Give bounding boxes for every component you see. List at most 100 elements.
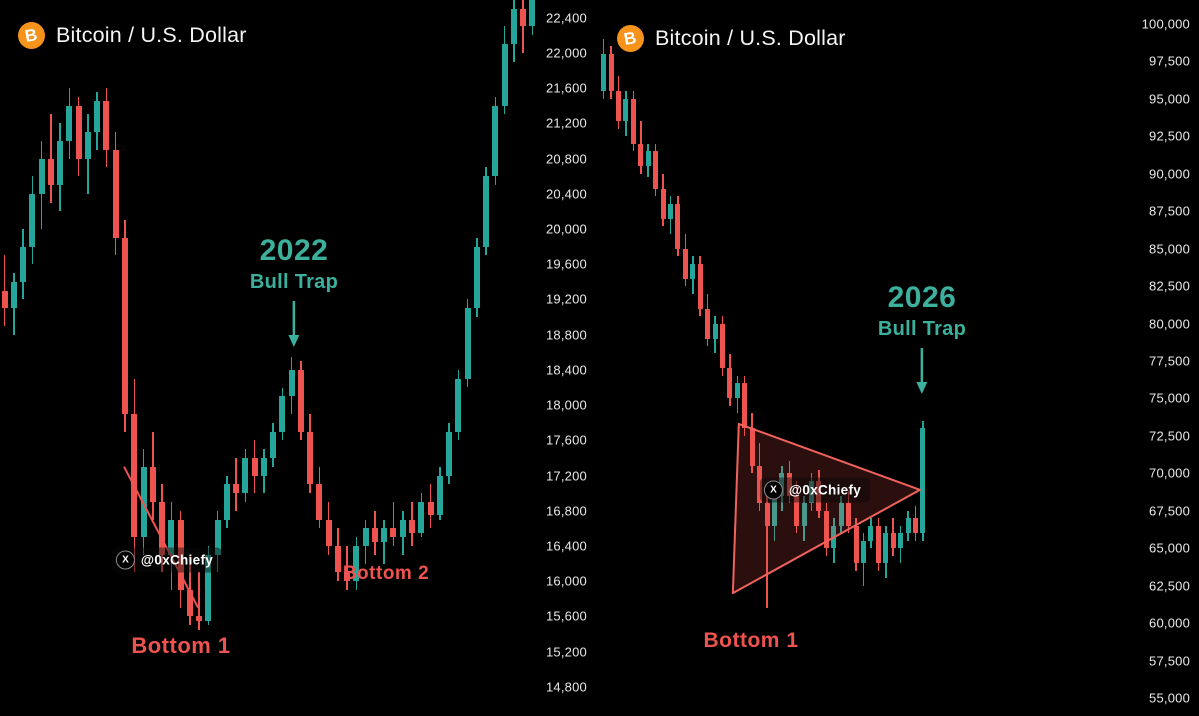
candle-body — [436, 475, 443, 516]
candle-body — [353, 546, 360, 582]
price-axis-label: 90,000 — [1149, 166, 1190, 182]
candle-body — [214, 519, 221, 555]
price-axis-label: 72,500 — [1149, 428, 1190, 444]
price-axis-label: 67,500 — [1149, 503, 1190, 519]
candle-body — [1, 290, 8, 309]
candle-body — [727, 368, 733, 399]
candle-body — [529, 0, 536, 27]
price-axis-label: 16,800 — [546, 503, 587, 519]
candle-body — [149, 466, 156, 502]
candle-body — [630, 98, 636, 144]
price-axis-label: 20,800 — [546, 151, 587, 167]
price-axis-label: 75,000 — [1149, 390, 1190, 406]
candle-body — [57, 140, 64, 185]
bitcoin-icon: B — [18, 22, 45, 49]
price-axis-label: 100,000 — [1141, 16, 1190, 32]
price-axis-label: 20,400 — [546, 186, 587, 202]
candle-body — [510, 8, 517, 45]
price-axis-label: 60,000 — [1149, 615, 1190, 631]
price-axis-label: 57,500 — [1149, 653, 1190, 669]
price-axis-label: 97,500 — [1149, 53, 1190, 69]
candle-body — [47, 158, 54, 185]
x-logo-icon: X — [115, 550, 135, 570]
candle-body — [712, 323, 718, 339]
price-axis-label: 87,500 — [1149, 203, 1190, 219]
candle-body — [831, 525, 837, 549]
candle-body — [861, 540, 866, 564]
candle-body — [251, 457, 258, 476]
callout-year: 2026 — [887, 281, 957, 314]
candle-body — [645, 151, 651, 167]
candle-body — [94, 101, 101, 133]
candle-body — [66, 105, 73, 141]
candle-wick — [392, 501, 395, 547]
candlestick-plot — [0, 0, 537, 716]
candle-body — [233, 484, 240, 494]
candle-body — [868, 525, 874, 541]
candle-body — [690, 263, 696, 279]
candle-body — [112, 149, 119, 238]
candle-body — [483, 176, 490, 247]
chart-title: Bitcoin / U.S. Dollar — [56, 23, 247, 47]
candle-body — [121, 237, 128, 414]
bottom-1-label: Bottom 1 — [703, 629, 799, 652]
candle-body — [653, 151, 659, 189]
candle-body — [279, 396, 286, 432]
candle-body — [270, 431, 277, 458]
price-axis-label: 77,500 — [1149, 353, 1190, 369]
price-axis-label: 21,200 — [546, 115, 587, 131]
candle-body — [196, 616, 203, 621]
price-axis-label: 14,800 — [546, 679, 587, 695]
bottom-1-label: Bottom 1 — [131, 633, 231, 658]
price-axis[interactable]: 22,400 22,000 21,600 21,200 20,800 20,400 20,0… — [537, 0, 600, 716]
price-axis-label: 15,200 — [546, 644, 587, 660]
candle-body — [501, 44, 508, 106]
candle-body — [362, 528, 369, 547]
candle-body — [84, 132, 91, 159]
candle-body — [325, 519, 332, 546]
price-axis-label: 70,000 — [1149, 465, 1190, 481]
bull-trap-2026-callout: 2026 Bull Trap — [878, 281, 966, 401]
candle-body — [334, 546, 341, 573]
candle-body — [675, 203, 681, 249]
candle-body — [297, 369, 304, 432]
price-axis-label: 95,000 — [1149, 91, 1190, 107]
price-axis-label: 19,200 — [546, 291, 587, 307]
candle-body — [288, 369, 295, 397]
chart-title: Bitcoin / U.S. Dollar — [655, 26, 846, 50]
candle-body — [749, 428, 755, 466]
candle-body — [682, 248, 688, 279]
price-axis-label: 82,500 — [1149, 278, 1190, 294]
candle-body — [742, 383, 748, 429]
candle-body — [492, 105, 499, 177]
chart-header: B Bitcoin / U.S. Dollar — [617, 25, 846, 52]
candle-body — [409, 519, 415, 533]
price-axis-label: 18,000 — [546, 397, 587, 413]
price-axis-label: 80,000 — [1149, 316, 1190, 332]
price-axis-label: 16,400 — [546, 538, 587, 554]
bull-trap-2022-callout: 2022 Bull Trap — [250, 234, 338, 354]
candle-body — [464, 308, 471, 379]
price-axis-label: 22,400 — [546, 10, 587, 26]
candle-body — [898, 533, 904, 549]
price-axis-label: 65,000 — [1149, 540, 1190, 556]
candle-body — [140, 466, 147, 538]
price-axis-label: 17,600 — [546, 432, 587, 448]
candle-wick — [522, 0, 524, 53]
candle-body — [242, 457, 249, 494]
candle-wick — [346, 546, 348, 591]
candle-body — [381, 528, 388, 542]
candle-body — [446, 431, 453, 476]
candle-body — [846, 503, 852, 526]
candle-body — [705, 308, 711, 339]
candle-body — [608, 53, 614, 92]
price-axis-label: 55,000 — [1149, 690, 1190, 706]
candle-body — [473, 246, 480, 309]
candle-body — [668, 203, 673, 219]
chart-header: B Bitcoin / U.S. Dollar — [18, 22, 247, 49]
candle-body — [912, 518, 918, 534]
x-logo-icon: X — [763, 480, 783, 500]
price-axis[interactable]: 100,000 97,500 95,000 92,500 90,000 87,500 85,… — [1127, 0, 1199, 716]
candle-body — [390, 528, 397, 538]
